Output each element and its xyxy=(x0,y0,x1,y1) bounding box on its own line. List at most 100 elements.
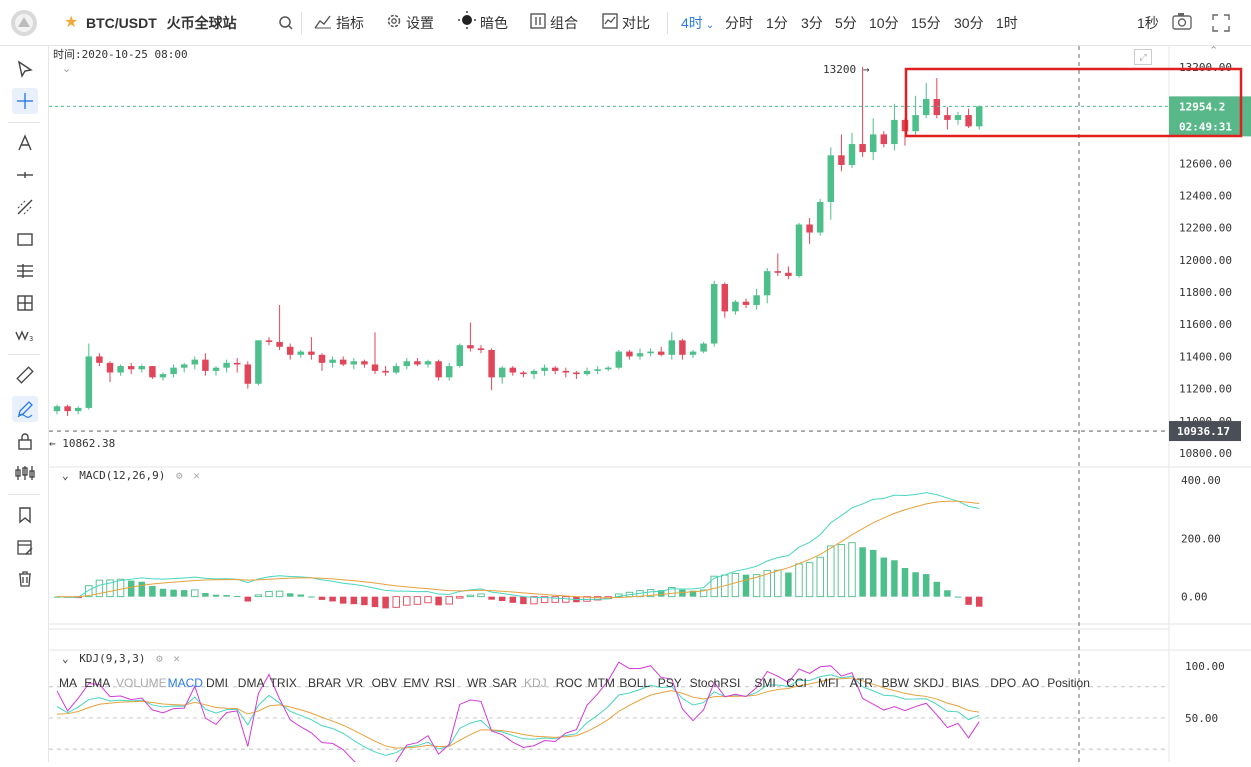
indicator-tab-atr[interactable]: ATR xyxy=(849,676,873,690)
interval-4h[interactable]: 4时 ⌄ xyxy=(681,0,714,46)
indicators-button[interactable]: 指标 xyxy=(314,0,364,46)
indicator-tab-macd[interactable]: MACD xyxy=(167,676,203,690)
indicator-tab-trix[interactable]: TRIX xyxy=(269,676,297,690)
measure-grid-icon[interactable] xyxy=(12,290,38,316)
indicator-tab-psy[interactable]: PSY xyxy=(657,676,682,690)
indicator-tab-cci[interactable]: CCI xyxy=(786,676,807,690)
macd-histogram-bar xyxy=(275,590,284,598)
macd-histogram-bar xyxy=(912,572,919,597)
candle-body xyxy=(583,370,591,375)
compare-button[interactable]: 对比 xyxy=(602,0,650,46)
collapse-chevron-icon[interactable]: ⌄ xyxy=(62,63,72,75)
interval-10m[interactable]: 10分 xyxy=(869,15,899,31)
indicator-tab-ma[interactable]: MA xyxy=(59,676,77,690)
bookmark-icon[interactable] xyxy=(12,502,38,528)
macd-histogram-bar xyxy=(435,596,442,606)
indicator-tab-emv[interactable]: EMV xyxy=(403,676,430,690)
indicator-tab-dpo[interactable]: DPO xyxy=(990,676,1017,690)
interval-3m[interactable]: 3分 xyxy=(801,15,823,31)
symbol-search-icon[interactable] xyxy=(278,0,294,46)
interval-timeshare[interactable]: 分时 xyxy=(725,15,753,31)
indicator-tab-position[interactable]: Position xyxy=(1047,676,1090,690)
wave-pattern-icon[interactable]: 3 xyxy=(12,322,38,348)
text-tool-icon[interactable] xyxy=(12,130,38,156)
favorite-star-icon[interactable]: ★ xyxy=(64,14,79,31)
pen-draw-icon[interactable] xyxy=(12,396,38,422)
fullscreen-icon[interactable] xyxy=(1212,0,1230,46)
candles-icon[interactable] xyxy=(12,460,38,486)
macd-histogram-bar xyxy=(138,581,146,597)
indicator-tab-mfi[interactable]: MFI xyxy=(818,676,839,690)
indicator-tab-ao[interactable]: AO xyxy=(1022,676,1040,690)
interval-15m[interactable]: 15分 xyxy=(911,15,941,31)
macd-histogram-bar xyxy=(710,575,718,598)
macd-dea-line xyxy=(56,500,980,599)
interval-5m[interactable]: 5分 xyxy=(835,15,857,31)
indicator-tab-rsi[interactable]: RSI xyxy=(435,676,456,690)
chevron-down-icon: ⌄ xyxy=(705,20,715,31)
macd-collapse-chevron-icon[interactable]: ⌄ xyxy=(62,469,69,482)
macd-histogram-bar xyxy=(859,547,866,597)
toolbar-divider xyxy=(667,12,668,34)
expand-icon[interactable]: ⤢ xyxy=(1134,49,1152,65)
interval-30m[interactable]: 30分 xyxy=(954,15,984,31)
candle-body xyxy=(85,356,93,408)
rectangle-icon[interactable] xyxy=(12,226,38,252)
settings-button[interactable]: 设置 xyxy=(386,0,434,46)
indicator-tab-roc[interactable]: ROC xyxy=(555,676,583,690)
trend-line-icon[interactable] xyxy=(12,194,38,220)
symbol-title[interactable]: BTC/USDT 火币全球站 xyxy=(86,0,237,46)
refresh-rate[interactable]: 1秒 xyxy=(1137,15,1159,31)
collapse-up-icon[interactable]: ⌃ xyxy=(1209,45,1219,57)
crosshair-icon[interactable] xyxy=(12,88,38,114)
indicator-tab-wr[interactable]: WR xyxy=(467,676,487,690)
indicator-tab-bias[interactable]: BIAS xyxy=(951,676,980,690)
indicator-tab-bbw[interactable]: BBW xyxy=(881,676,909,690)
indicator-tab-skdj[interactable]: SKDJ xyxy=(913,676,945,690)
macd-histogram-bar xyxy=(371,596,379,608)
indicator-tab-smi[interactable]: SMI xyxy=(754,676,776,690)
dark-mode-button[interactable]: 暗色 xyxy=(458,0,508,46)
combo-button[interactable]: 组合 xyxy=(530,0,578,46)
indicator-tab-dmi[interactable]: DMI xyxy=(206,676,228,690)
macd-histogram-bar xyxy=(456,596,464,599)
indicator-tab-kdj[interactable]: KDJ xyxy=(524,676,547,690)
lock-icon[interactable] xyxy=(12,428,38,454)
indicator-tab-volume[interactable]: VOLUME xyxy=(116,676,167,690)
indicator-tab-sar[interactable]: SAR xyxy=(492,676,517,690)
indicator-tab-brar[interactable]: BRAR xyxy=(308,676,342,690)
horizontal-line-icon[interactable] xyxy=(12,162,38,188)
candle-body xyxy=(191,359,199,365)
macd-histogram-bar xyxy=(233,596,241,598)
interval-1h[interactable]: 1时 xyxy=(996,15,1018,31)
indicator-tab-obv[interactable]: OBV xyxy=(371,676,397,690)
macd-axis-tick: 400.00 xyxy=(1181,474,1221,487)
interval-1m[interactable]: 1分 xyxy=(766,15,788,31)
macd-axis-tick: 0.00 xyxy=(1181,591,1208,604)
macd-settings-gear-icon[interactable]: ⚙ xyxy=(175,469,183,482)
ruler-icon[interactable] xyxy=(12,362,38,388)
candle-body xyxy=(159,374,167,378)
kdj-close-icon[interactable]: ✕ xyxy=(173,652,180,665)
macd-histogram-bar xyxy=(954,596,962,598)
indicator-tab-mtm[interactable]: MTM xyxy=(587,676,615,690)
kdj-collapse-chevron-icon[interactable]: ⌄ xyxy=(62,652,69,665)
parallel-lines-icon[interactable] xyxy=(12,258,38,284)
trash-icon[interactable] xyxy=(12,566,38,592)
macd-close-icon[interactable]: ✕ xyxy=(193,469,200,482)
candle-body xyxy=(106,362,114,373)
indicator-tab-vr[interactable]: VR xyxy=(346,676,364,690)
indicator-tab-ema[interactable]: EMA xyxy=(84,676,111,690)
indicator-tab-stochrsi[interactable]: StochRSI xyxy=(689,676,741,690)
camera-icon[interactable] xyxy=(1172,0,1192,46)
candle-body xyxy=(933,99,941,116)
cursor-arrow-icon[interactable] xyxy=(12,56,38,82)
calendar-edit-icon[interactable] xyxy=(12,534,38,560)
indicator-tab-boll[interactable]: BOLL xyxy=(619,676,651,690)
indicator-tab-dma[interactable]: DMA xyxy=(237,676,265,690)
candle-body xyxy=(732,301,739,312)
kdj-settings-gear-icon[interactable]: ⚙ xyxy=(156,652,163,665)
layout-icon xyxy=(530,1,546,47)
